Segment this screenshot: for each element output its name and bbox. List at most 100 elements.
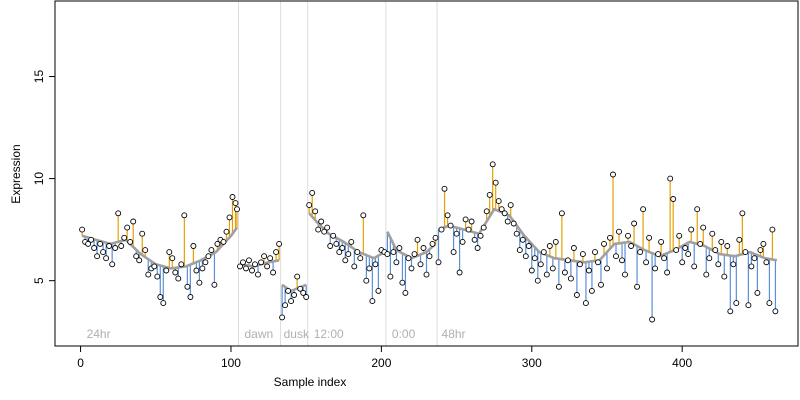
data-point: [540, 249, 547, 256]
y-tick-label: 15: [32, 70, 46, 84]
x-axis: 0 100 200 300 400: [77, 346, 693, 370]
data-point: [124, 224, 131, 231]
data-point: [748, 263, 755, 270]
data-point: [492, 179, 499, 186]
data-point: [184, 283, 191, 290]
data-point: [285, 287, 292, 294]
data-point: [205, 253, 212, 260]
data-point: [447, 222, 454, 229]
data-point: [504, 218, 511, 225]
annotation-label: 12:00: [314, 327, 344, 341]
data-point: [667, 175, 674, 182]
data-point: [766, 300, 773, 307]
data-point: [243, 265, 249, 272]
data-point: [196, 279, 203, 286]
data-point: [513, 230, 520, 237]
data-point: [507, 202, 514, 209]
data-point: [91, 245, 98, 251]
data-point: [700, 224, 707, 231]
data-point: [616, 228, 622, 235]
data-point: [145, 271, 152, 278]
data-point: [522, 253, 529, 260]
data-point: [366, 265, 373, 272]
x-tick-label: 0: [77, 356, 84, 370]
data-point: [498, 206, 505, 213]
data-point: [450, 249, 457, 256]
data-point: [691, 263, 698, 270]
data-point: [598, 281, 604, 288]
data-point: [489, 161, 496, 168]
data-point: [300, 289, 307, 296]
data-point: [441, 185, 448, 192]
data-point: [246, 257, 252, 264]
data-points: [79, 161, 779, 323]
data-point: [396, 245, 403, 251]
data-point: [682, 245, 689, 251]
data-point: [495, 198, 502, 205]
data-point: [172, 269, 179, 276]
y-tick-label: 10: [32, 172, 46, 186]
data-point: [534, 277, 541, 284]
data-point: [348, 238, 355, 245]
annotation-label: 0:00: [392, 327, 416, 341]
data-point: [154, 273, 161, 280]
data-point: [712, 247, 719, 254]
data-point: [760, 240, 767, 247]
data-point: [220, 238, 227, 245]
data-point: [133, 253, 140, 260]
annotation-labels: 24hr dawn dusk 12:00 0:00 48hr: [87, 327, 466, 341]
x-tick-label: 400: [672, 356, 692, 370]
data-point: [585, 267, 592, 274]
data-point: [267, 255, 274, 262]
data-point: [546, 243, 553, 249]
data-point: [127, 238, 134, 245]
data-point: [426, 253, 433, 260]
data-point: [604, 265, 610, 272]
data-point: [474, 245, 481, 251]
data-point: [772, 308, 779, 315]
data-point: [240, 259, 246, 266]
data-point: [229, 194, 236, 200]
data-point: [166, 249, 173, 256]
data-point: [631, 220, 638, 227]
data-point: [588, 287, 595, 294]
data-point: [88, 236, 95, 243]
data-point: [163, 267, 170, 274]
data-point: [324, 224, 331, 231]
data-point: [190, 243, 197, 249]
data-point: [483, 208, 490, 215]
annotation-label: 48hr: [442, 327, 466, 341]
x-tick-label: 200: [371, 356, 391, 370]
data-point: [516, 247, 523, 254]
annotation-vlines: [237, 1, 438, 346]
data-point: [685, 251, 692, 258]
data-point: [390, 249, 397, 256]
data-point: [579, 251, 586, 258]
data-point: [288, 298, 295, 305]
data-point: [330, 232, 337, 239]
data-point: [676, 232, 683, 239]
data-point: [736, 236, 743, 243]
data-point: [270, 269, 277, 276]
data-point: [211, 281, 218, 288]
data-point: [610, 171, 616, 178]
data-point: [637, 249, 644, 256]
data-point: [595, 259, 601, 266]
data-point: [619, 257, 625, 264]
data-point: [715, 261, 722, 268]
data-point: [384, 251, 391, 258]
data-point: [745, 302, 752, 309]
data-point: [727, 308, 734, 315]
plot-frame: [54, 0, 799, 347]
data-point: [297, 285, 304, 292]
data-point: [157, 294, 164, 300]
data-point: [742, 249, 749, 256]
data-point: [402, 289, 409, 296]
data-point: [97, 240, 104, 247]
data-point: [115, 210, 122, 217]
data-point: [601, 240, 607, 247]
x-tick-label: 300: [522, 356, 542, 370]
data-point: [237, 263, 243, 270]
data-point: [444, 212, 451, 219]
data-point: [100, 249, 107, 256]
